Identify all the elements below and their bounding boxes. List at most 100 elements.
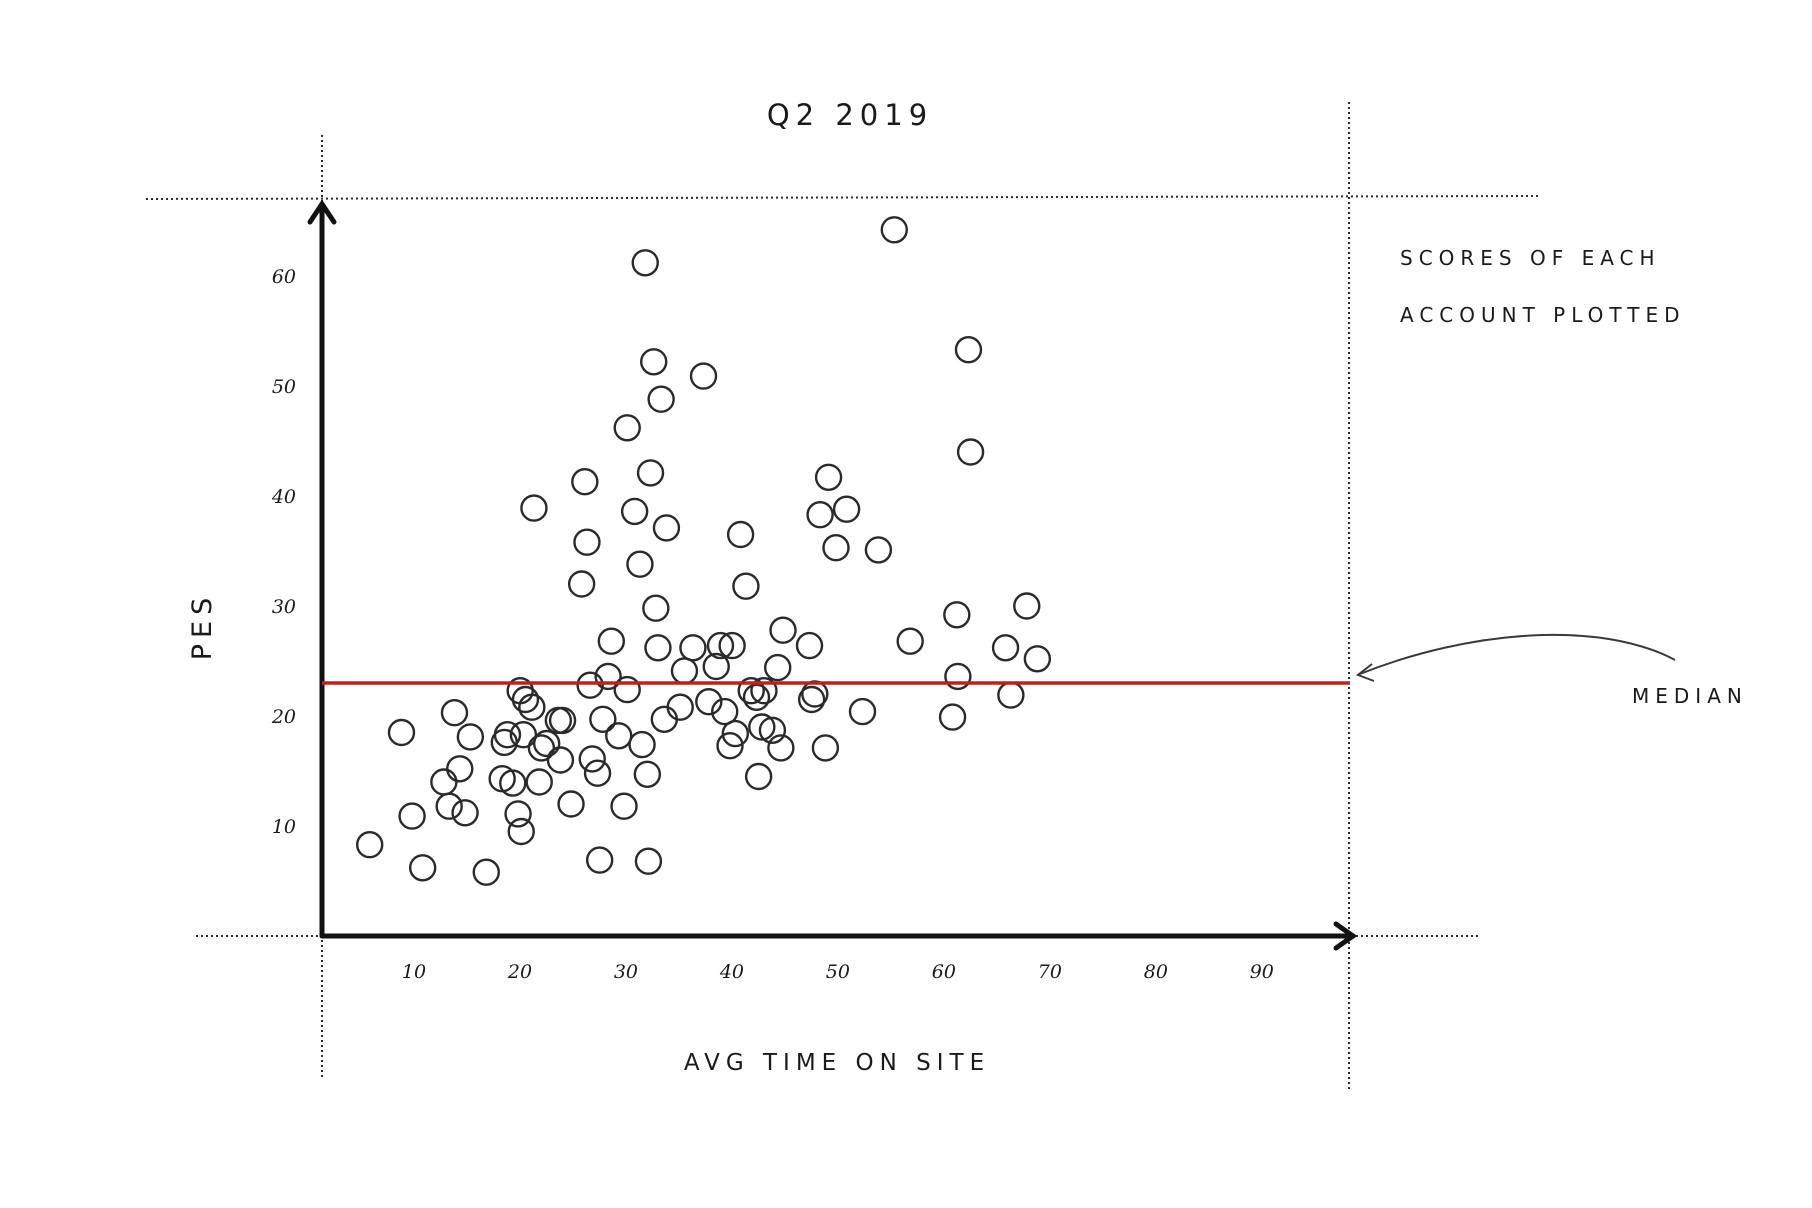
data-point	[493, 721, 522, 749]
data-point	[943, 601, 971, 629]
data-point	[997, 681, 1025, 709]
data-point	[578, 745, 606, 773]
data-point	[711, 697, 739, 726]
data-point	[652, 514, 681, 542]
data-point	[446, 755, 474, 783]
data-point	[811, 734, 840, 762]
data-point	[518, 693, 546, 721]
data-point	[806, 501, 834, 529]
y-axis-arrowhead	[307, 199, 337, 225]
data-point	[387, 718, 416, 747]
data-point	[689, 362, 718, 390]
data-point	[585, 846, 614, 874]
data-point	[544, 706, 573, 735]
data-point	[864, 536, 893, 564]
x-tick-label: 90	[1250, 961, 1274, 983]
data-point	[626, 550, 654, 578]
x-axis-arrowhead	[1333, 921, 1358, 951]
data-point	[499, 769, 527, 797]
data-point	[991, 634, 1020, 662]
y-axis-label: PES	[187, 592, 218, 660]
x-tick-label: 70	[1038, 961, 1062, 983]
chart-title: Q2 2019	[767, 98, 933, 132]
data-point	[435, 792, 463, 820]
data-point	[814, 463, 843, 491]
data-point	[610, 792, 638, 820]
data-point	[583, 759, 612, 787]
data-point	[650, 705, 679, 733]
y-tick-label: 30	[272, 596, 296, 618]
data-point	[764, 653, 792, 682]
data-point	[525, 768, 553, 796]
data-point	[795, 631, 824, 660]
data-point	[702, 652, 730, 681]
data-point	[631, 249, 659, 277]
data-point	[628, 730, 656, 759]
data-point	[666, 693, 694, 721]
data-point	[896, 627, 924, 655]
data-point	[1023, 645, 1052, 673]
data-point	[767, 734, 795, 762]
data-point	[440, 699, 469, 727]
x-tick-label: 50	[826, 961, 850, 983]
data-point	[797, 685, 826, 714]
data-point	[758, 716, 787, 744]
data-point	[398, 802, 426, 830]
y-tick-label: 10	[272, 816, 296, 838]
data-point	[472, 858, 500, 886]
note-line-1: SCORES OF EACH	[1400, 246, 1661, 270]
data-point	[511, 685, 540, 714]
data-point	[832, 495, 861, 523]
data-point	[520, 494, 548, 522]
data-point	[748, 713, 776, 741]
data-point	[718, 631, 746, 660]
data-point	[636, 459, 665, 487]
data-point	[546, 746, 575, 774]
x-tick-label: 60	[932, 961, 956, 983]
x-tick-label: 10	[402, 961, 426, 983]
y-tick-label: 60	[272, 266, 296, 288]
data-point	[938, 703, 967, 731]
x-tick-label: 30	[614, 961, 638, 983]
data-point	[430, 768, 458, 796]
data-point	[880, 216, 908, 244]
x-tick-labels: 10 20 30 40 50 60 70 80 90	[402, 961, 1274, 983]
data-point	[504, 800, 532, 828]
guide-lines	[145, 102, 1541, 1090]
data-point	[769, 616, 797, 644]
data-point	[716, 732, 744, 760]
data-point	[451, 799, 479, 827]
median-arrow-head	[1355, 663, 1375, 682]
y-tick-labels: 10 20 30 40 50 60	[271, 266, 296, 838]
y-tick-label: 40	[271, 486, 296, 508]
data-point	[822, 534, 850, 562]
data-point	[721, 719, 750, 748]
data-point	[620, 497, 649, 526]
data-point	[576, 671, 604, 699]
data-point	[695, 688, 723, 716]
data-point	[848, 697, 877, 726]
data-point	[737, 677, 765, 705]
data-point	[507, 817, 535, 846]
data-point	[355, 831, 384, 859]
x-tick-label: 40	[719, 961, 744, 983]
data-point	[532, 729, 561, 758]
x-tick-label: 20	[507, 961, 532, 983]
data-point	[644, 634, 672, 662]
data-point	[750, 677, 778, 705]
y-tick-label: 50	[272, 376, 296, 398]
data-point	[670, 657, 699, 685]
data-point	[954, 336, 983, 364]
data-point	[571, 468, 599, 496]
data-point	[605, 722, 633, 750]
data-point	[1013, 592, 1041, 620]
data-point	[594, 662, 622, 691]
data-point	[527, 734, 556, 762]
top-guide-line	[145, 195, 1541, 200]
data-point	[944, 662, 972, 691]
data-point	[456, 723, 485, 751]
note-line-2: ACCOUNT PLOTTED	[1400, 303, 1686, 327]
data-point	[647, 385, 675, 413]
y-tick-label: 20	[271, 706, 296, 728]
